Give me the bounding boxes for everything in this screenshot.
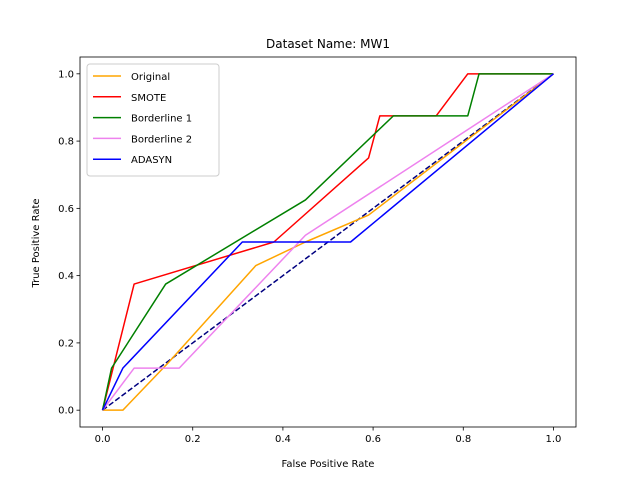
legend-label-smote: SMOTE: [131, 93, 166, 104]
x-tick-label: 0.4: [275, 434, 291, 445]
y-axis-title: True Positive Rate: [31, 198, 42, 288]
chart-title: Dataset Name: MW1: [266, 37, 390, 51]
x-tick-label: 0.6: [365, 434, 381, 445]
legend: Original SMOTE Borderline 1 Borderline 2 ADA…: [86, 63, 220, 177]
plot-area: [79, 56, 577, 428]
y-tick-label: 0.4: [58, 271, 74, 282]
y-tick-label: 1.0: [58, 69, 74, 80]
series-line-borderline-2: [101, 73, 554, 411]
legend-box: [86, 63, 220, 177]
series-line-adasyn: [101, 73, 554, 411]
y-tick-label: 0.6: [58, 204, 74, 215]
x-tick-label: 0.0: [95, 434, 111, 445]
series-line-smote: [101, 73, 554, 411]
x-axis-title: False Positive Rate: [282, 459, 375, 470]
axis-ticks: 0.0 0.2 0.4 0.6 0.8 1.0 0.0 0.2 0.4 0.6 0.8 1.0: [58, 69, 561, 445]
x-tick-label: 1.0: [546, 434, 562, 445]
y-tick-label: 0.0: [58, 406, 74, 417]
series-line-original: [102, 73, 554, 411]
axes-frame: [79, 56, 577, 428]
series-line-borderline-1: [101, 73, 554, 411]
y-tick-label: 0.8: [58, 137, 74, 148]
legend-label-borderline-1: Borderline 1: [131, 114, 192, 125]
x-tick-label: 0.2: [185, 434, 201, 445]
legend-label-borderline-2: Borderline 2: [131, 134, 192, 145]
legend-label-adasyn: ADASYN: [131, 155, 172, 166]
y-tick-label: 0.2: [58, 338, 74, 349]
legend-label-original: Original: [131, 72, 170, 83]
x-tick-label: 0.8: [455, 434, 471, 445]
